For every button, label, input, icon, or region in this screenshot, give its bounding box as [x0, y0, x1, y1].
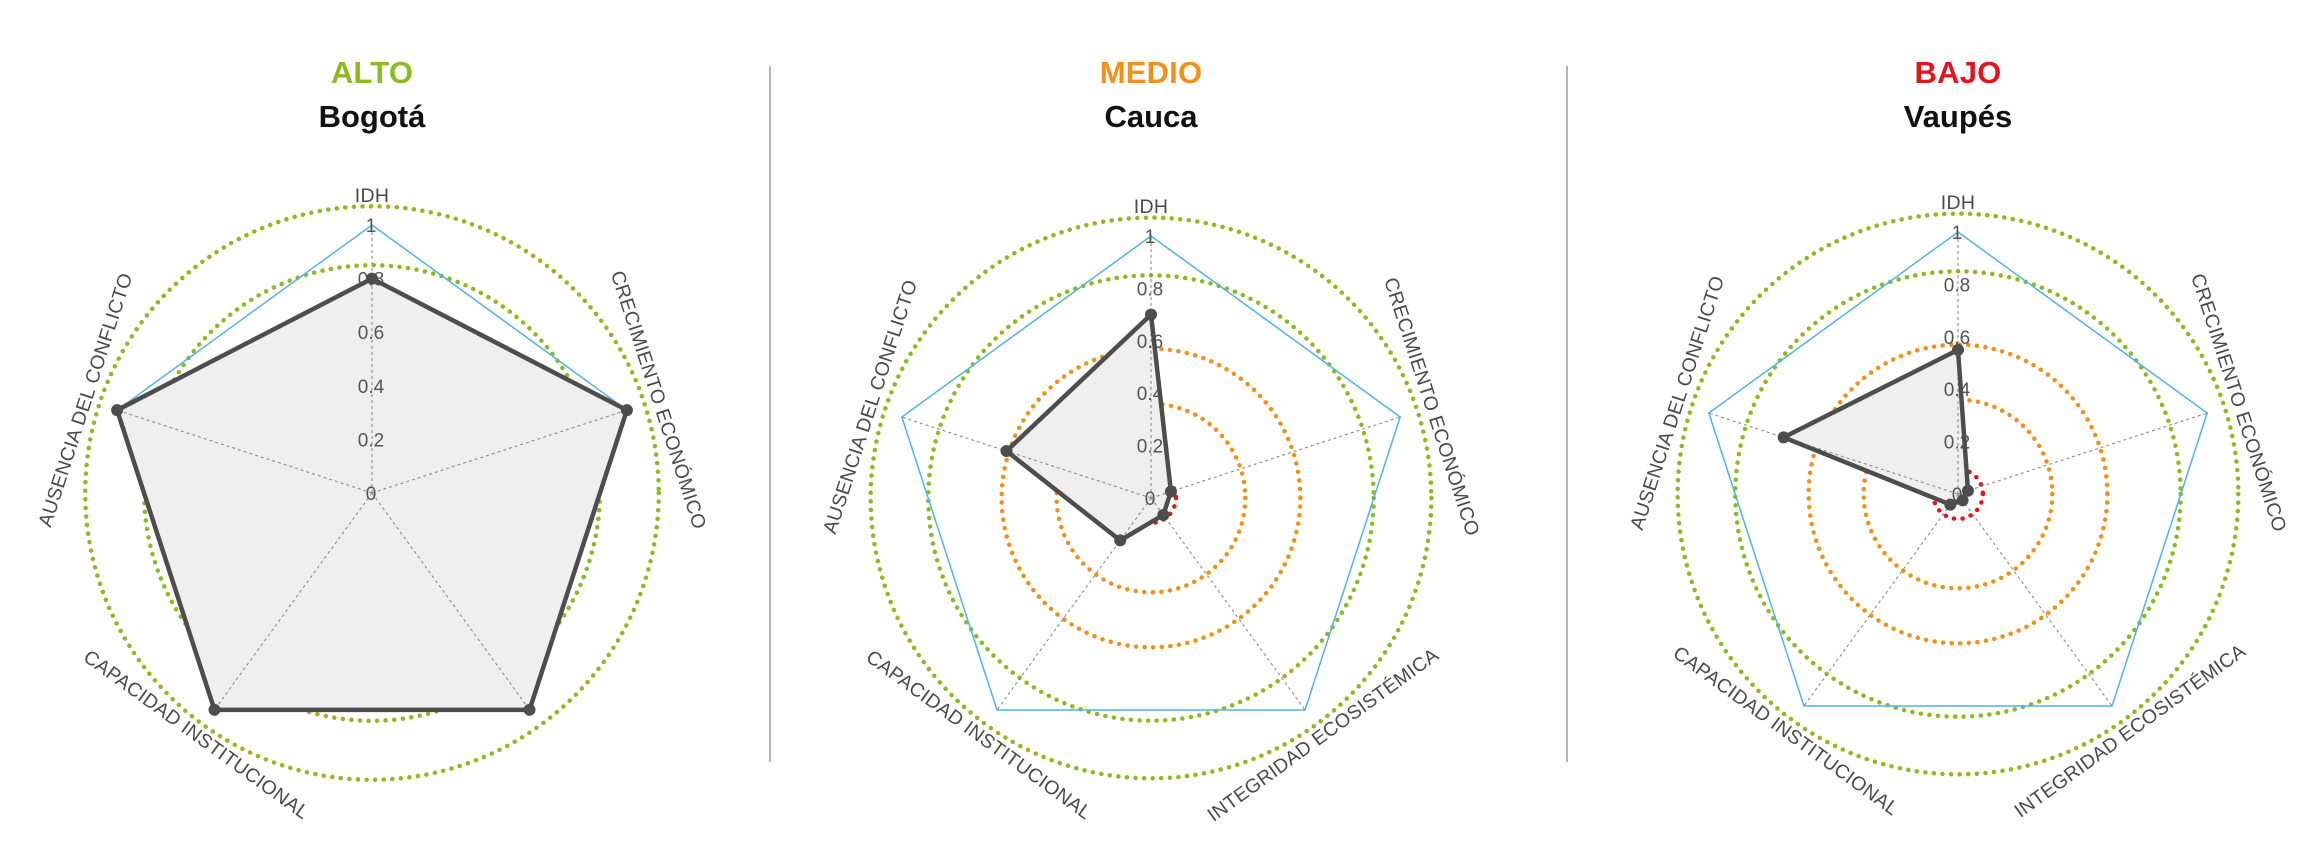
tick-label: 0.4 [358, 377, 385, 398]
divider-left [769, 66, 771, 762]
axis-spoke [1150, 416, 1401, 499]
outer-frame [900, 235, 1402, 711]
data-point [1114, 534, 1127, 547]
axis-spoke [371, 409, 628, 494]
data-point [1777, 431, 1790, 444]
data-point [1157, 508, 1170, 521]
axis-label: IDH [355, 185, 389, 207]
series-line [1781, 347, 1971, 507]
data-point [1145, 308, 1157, 321]
axis-spoke [116, 409, 373, 494]
region-title: Cauca [1104, 99, 1198, 134]
tick-label: 0 [366, 484, 377, 505]
axis-spoke [1150, 497, 1306, 711]
data-point [1164, 485, 1177, 498]
axis-spoke [1957, 493, 2113, 707]
threshold-ring-4 [1861, 397, 2055, 591]
threshold-ring-1 [1675, 211, 2241, 777]
axis-label: AUSENCIA DEL CONFLICTO [819, 277, 922, 536]
data-point [1961, 484, 1974, 497]
tick-label: 0.2 [1137, 437, 1163, 458]
series-area [117, 278, 627, 710]
outer-frame [1707, 231, 2209, 707]
data-point [208, 703, 221, 716]
axis-label: INTEGRIDAD ECOSISTÉMICA [2010, 639, 2250, 822]
tick-label: 0.6 [1137, 332, 1163, 353]
axis-spoke [214, 492, 373, 711]
tick-label: 0.6 [1944, 328, 1970, 349]
axis-label: INTEGRIDAD ECOSISTÉMICA [1203, 643, 1443, 826]
divider-right [1566, 66, 1568, 762]
series-area [1783, 349, 1968, 505]
data-point [366, 272, 378, 285]
data-point [111, 404, 124, 417]
tick-label: 1 [1952, 223, 1963, 244]
threshold-ring-4 [1054, 401, 1248, 595]
tick-label: 1 [366, 216, 377, 237]
data-point [1956, 494, 1969, 507]
data-point [1944, 498, 1957, 511]
tick-label: 0.2 [358, 430, 384, 451]
region-title: Bogotá [319, 99, 427, 134]
threshold-ring-1 [82, 203, 662, 783]
axis-spoke [996, 497, 1152, 711]
tick-label: 0 [1145, 489, 1156, 510]
data-point [1952, 343, 1964, 356]
level-title: ALTO [331, 55, 413, 90]
tick-label: 0.4 [1137, 384, 1164, 405]
level-title: MEDIO [1100, 55, 1203, 90]
region-title: Vaupés [1904, 99, 2013, 134]
axis-label: CAPACIDAD INSTITUCIONAL [862, 646, 1096, 824]
data-point [1000, 445, 1013, 458]
tick-label: 0.6 [358, 323, 384, 344]
level-title: BAJO [1915, 55, 2002, 90]
series-line [1004, 312, 1174, 543]
axis-spoke [901, 416, 1152, 499]
tick-label: 1 [1145, 227, 1156, 248]
axis-label: IDH [1134, 196, 1168, 218]
tick-label: 0.4 [1944, 380, 1971, 401]
tick-label: 0.8 [1137, 279, 1163, 300]
axis-label: IDH [1941, 192, 1975, 214]
data-point [523, 703, 536, 716]
data-point [620, 404, 633, 417]
axis-spoke [371, 492, 530, 711]
tick-label: 0 [1952, 485, 1963, 506]
axis-spoke [1957, 412, 2208, 495]
threshold-ring-1 [868, 215, 1434, 781]
series-area [1006, 314, 1171, 541]
axis-label: CAPACIDAD INSTITUCIONAL [1669, 642, 1903, 820]
axis-spoke [1803, 493, 1959, 707]
axis-label: AUSENCIA DEL CONFLICTO [1626, 273, 1729, 532]
tick-label: 0.8 [1944, 275, 1970, 296]
axis-spoke [1708, 412, 1959, 495]
series-line [114, 276, 630, 713]
